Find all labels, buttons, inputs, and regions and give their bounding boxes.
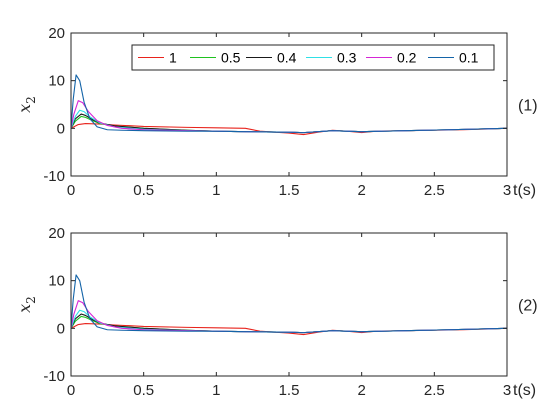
y-axis-label: x2 [15,96,38,113]
panel-label: (2) [518,298,538,315]
y-tick-label: 20 [48,225,65,242]
x-tick-label: 1 [212,182,220,199]
legend-label: 0.3 [337,50,357,66]
x-tick-label: 3 [503,382,511,399]
series-line-series-6 [71,274,507,334]
x-tick-label: 2 [357,182,365,199]
x-tick-label: 2 [357,382,365,399]
x-tick-label: 3 [503,182,511,199]
y-axis-label: x2 [15,296,38,313]
x-tick-label: 2.5 [424,382,445,399]
legend-label: 0.5 [221,50,241,66]
y-tick-label: -10 [43,168,65,185]
series-line-0.1 [71,74,507,134]
legend-label: 0.1 [459,50,479,66]
x-axis-label: t(s) [513,182,536,199]
legend-label: 0.2 [397,50,417,66]
plot-area [71,233,507,376]
y-tick-label: 10 [48,273,65,290]
legend-label: 0.4 [277,50,297,66]
x-tick-label: 0.5 [133,382,154,399]
y-tick-label: 0 [57,320,65,337]
x-tick-label: 1 [212,382,220,399]
legend-label: 1 [169,50,177,66]
x-tick-label: 0.5 [133,182,154,199]
y-tick-label: 10 [48,73,65,90]
x-tick-label: 0 [67,182,75,199]
legend: 1 0.5 0.4 0.3 0.2 0.1 [131,44,495,71]
x-tick-label: 1.5 [279,382,300,399]
x-tick-label: 0 [67,382,75,399]
x-tick-label: 1.5 [279,182,300,199]
panel-label: (1) [518,98,538,115]
y-tick-label: 20 [48,25,65,42]
y-tick-label: -10 [43,368,65,385]
x-axis-label: t(s) [513,382,536,399]
x-tick-label: 2.5 [424,182,445,199]
y-tick-label: 0 [57,120,65,137]
